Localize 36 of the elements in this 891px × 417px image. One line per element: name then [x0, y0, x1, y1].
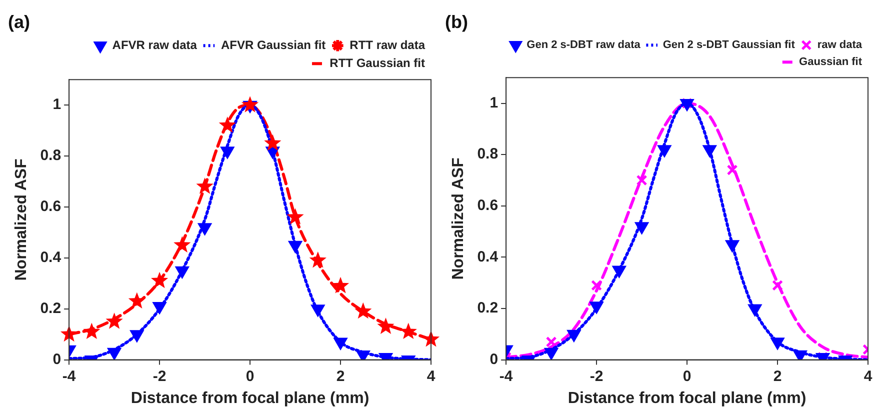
x-tick-label: -2: [590, 368, 604, 385]
x-tick-label: 0: [246, 368, 254, 385]
x-tick-label: 2: [773, 368, 782, 385]
chart-title: (a): [8, 12, 30, 32]
x-tick-label: -4: [62, 368, 76, 385]
y-tick-label: 0.6: [40, 198, 62, 216]
y-tick-label: 0: [52, 350, 62, 368]
y-tick-label: 1: [490, 94, 498, 112]
legend-label: Gen 2 s-DBT Gaussian fit: [662, 39, 796, 52]
x-tick-label: -4: [499, 368, 514, 385]
legend-label: AFVR Gaussian fit: [220, 38, 326, 52]
y-tick-label: 0.8: [40, 147, 62, 164]
legend-label: RTT raw data: [350, 38, 426, 52]
y-tick-label: 0.2: [477, 300, 498, 317]
y-tick-label: 0.4: [40, 249, 62, 266]
y-axis-title: Normalized ASF: [13, 158, 30, 281]
x-tick-label: 4: [426, 368, 436, 385]
x-tick-label: 0: [682, 368, 692, 385]
x-tick-label: 4: [864, 368, 873, 385]
y-tick-label: 0.4: [477, 248, 499, 266]
legend-label: raw data: [817, 39, 863, 52]
legend-label: Gen 2 s-DBT raw data: [526, 39, 642, 52]
legend-label: Gaussian fit: [799, 56, 862, 68]
x-axis-title: Distance from focal plane (mm): [130, 390, 370, 407]
y-tick-label: 0.2: [40, 300, 62, 317]
y-axis-title: Normalized ASF: [450, 157, 468, 280]
x-tick-label: -2: [152, 368, 166, 385]
x-axis-title: Distance from focal plane (mm): [568, 390, 806, 407]
x-tick-label: 2: [336, 368, 345, 385]
legend-label: AFVR raw data: [112, 38, 198, 52]
y-tick-label: 0.8: [477, 146, 498, 163]
y-tick-label: 0.6: [477, 197, 498, 214]
legend-label: RTT Gaussian fit: [330, 56, 426, 70]
y-tick-label: 0: [490, 350, 498, 368]
y-tick-label: 1: [52, 96, 62, 114]
chart-title: (b): [445, 12, 468, 32]
